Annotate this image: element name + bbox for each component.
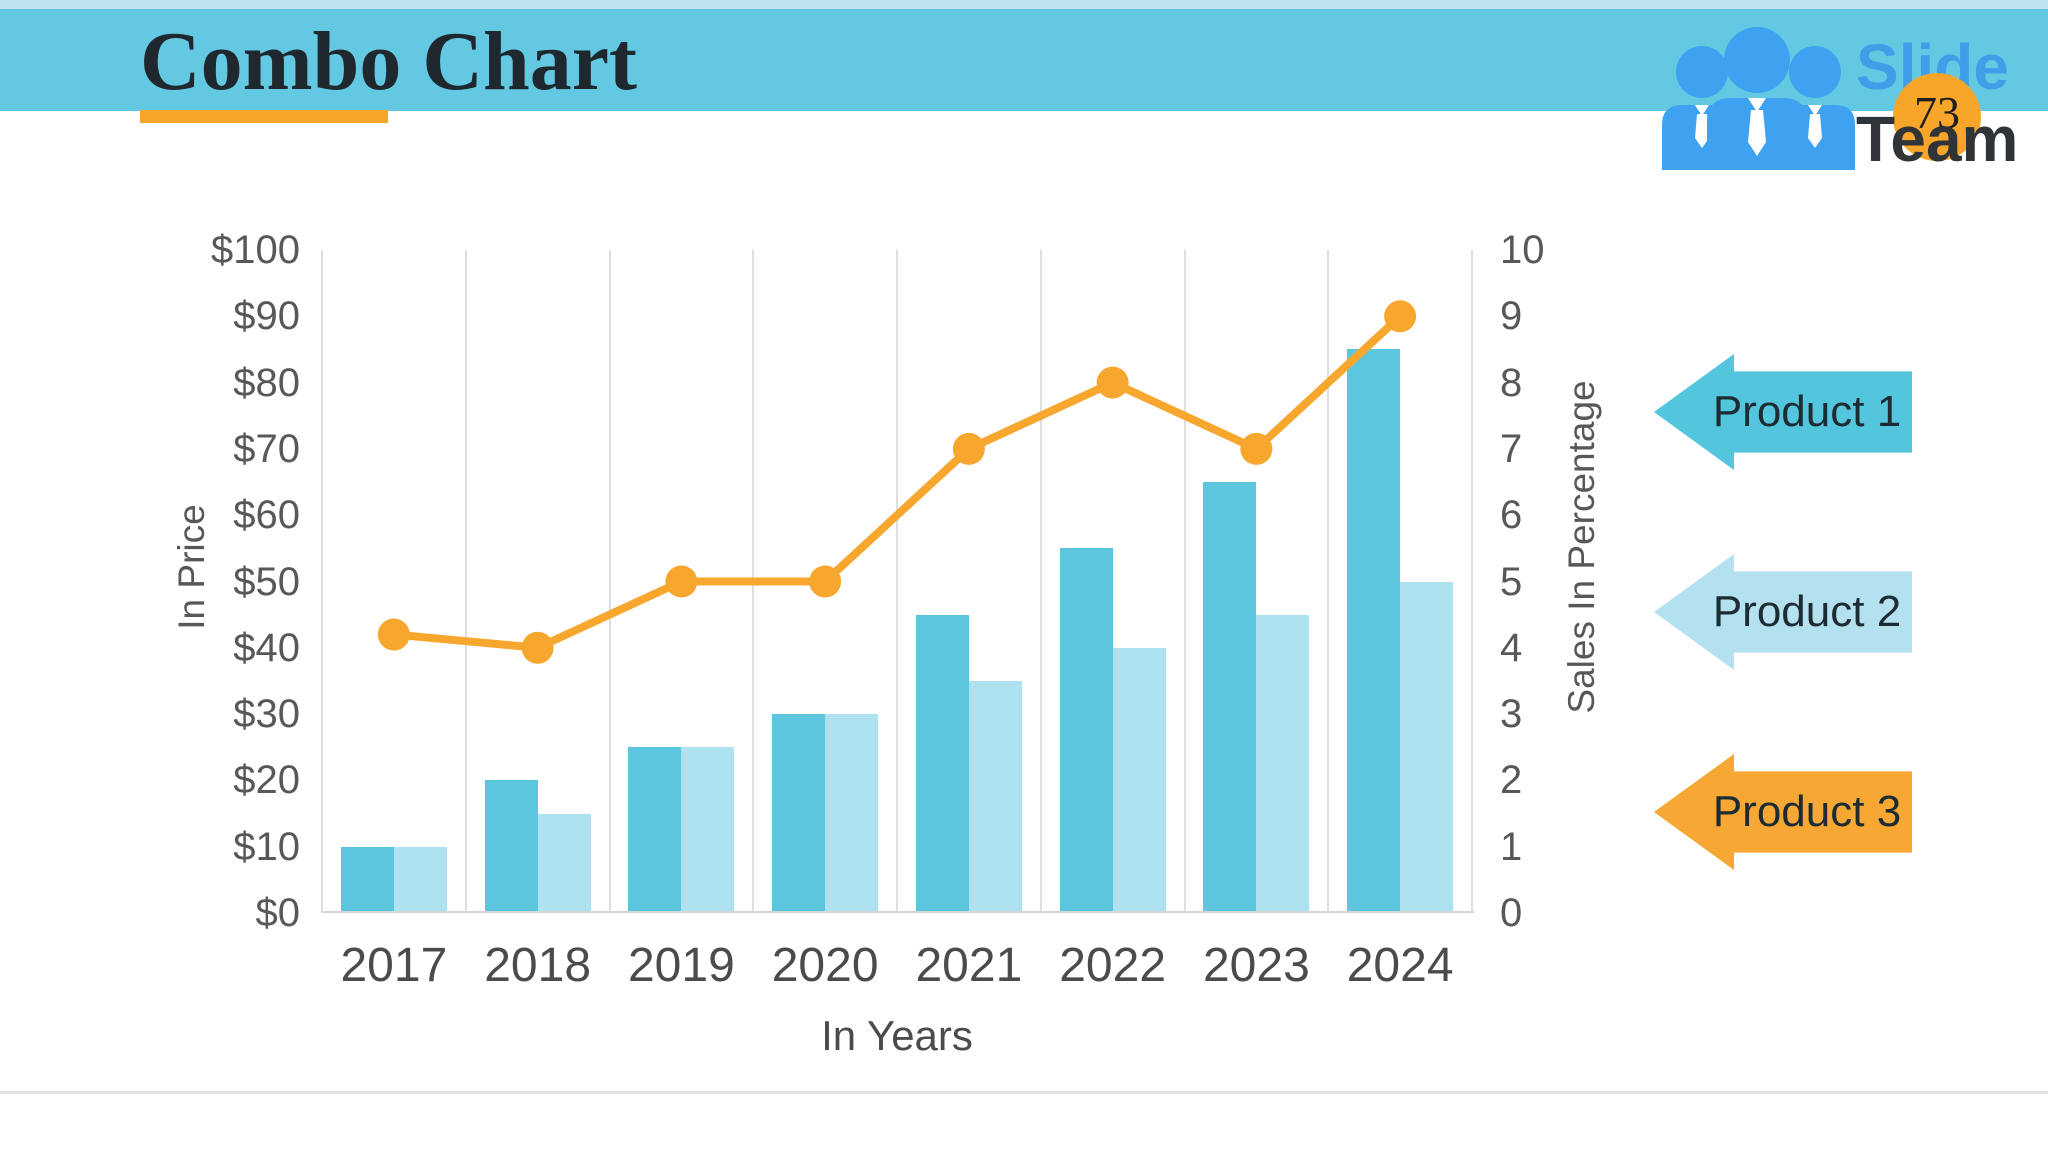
logo-text-team: Team xyxy=(1856,103,2019,175)
left-axis-tick: $70 xyxy=(233,426,300,471)
right-axis-tick: 6 xyxy=(1500,493,1523,538)
line-point xyxy=(665,565,698,598)
gridline xyxy=(1183,250,1186,913)
right-axis-tick: 10 xyxy=(1500,228,1545,272)
bar-product-2 xyxy=(825,714,879,913)
bar-product-2 xyxy=(1400,581,1454,913)
x-axis-line xyxy=(322,911,1474,913)
legend-arrow-product-1: Product 1 xyxy=(1654,354,1912,470)
people-icon xyxy=(1662,27,1855,170)
right-axis-tick: 4 xyxy=(1500,625,1523,670)
left-axis-tick: $30 xyxy=(233,692,300,737)
legend-label: Product 2 xyxy=(1712,587,1902,636)
bar-product-2 xyxy=(1112,647,1166,913)
bottom-divider xyxy=(0,1091,2048,1094)
x-axis-label-2018: 2018 xyxy=(484,939,592,992)
bar-product-2 xyxy=(968,680,1022,913)
legend-label: Product 1 xyxy=(1712,387,1902,436)
gridline xyxy=(1327,250,1330,913)
right-axis-tick: 7 xyxy=(1500,426,1523,471)
bar-product-2 xyxy=(393,846,447,913)
page-number-badge xyxy=(1893,73,1981,161)
line-point xyxy=(377,618,410,651)
left-axis-tick: $40 xyxy=(233,625,300,670)
legend-arrow-product-3: Product 3 xyxy=(1654,754,1912,870)
bar-product-2 xyxy=(681,747,735,913)
bar-product-1 xyxy=(628,747,682,913)
left-axis-tick: $60 xyxy=(233,493,300,538)
bar-product-1 xyxy=(1059,548,1113,913)
line-point xyxy=(1096,366,1129,399)
bar-product-2 xyxy=(1256,614,1310,913)
slideteam-logo: Slide 73 Team xyxy=(1650,20,2040,175)
x-axis-label-2022: 2022 xyxy=(1059,939,1167,992)
gridline xyxy=(1039,250,1042,913)
x-axis-label-2017: 2017 xyxy=(340,939,448,992)
legend-arrow-product-2: Product 2 xyxy=(1654,554,1912,670)
chart-plot-area xyxy=(321,250,1473,913)
gridline xyxy=(1471,250,1473,913)
left-axis-tick: $10 xyxy=(233,824,300,869)
legend-label: Product 3 xyxy=(1712,787,1902,836)
page-title: Combo Chart xyxy=(140,15,637,108)
right-axis-tick: 5 xyxy=(1500,559,1523,604)
line-point xyxy=(521,631,554,664)
bar-product-1 xyxy=(772,714,826,913)
right-axis-tick: 0 xyxy=(1500,891,1523,935)
line-point xyxy=(1384,300,1417,333)
bar-product-1 xyxy=(484,780,538,913)
title-underline xyxy=(140,110,388,123)
left-axis-tick: $80 xyxy=(233,360,300,405)
line-series-product-3 xyxy=(377,300,1417,664)
bar-product-1 xyxy=(340,846,394,913)
line-point xyxy=(952,432,985,465)
bar-product-2 xyxy=(537,813,591,913)
right-axis-title: Sales In Percentage xyxy=(1561,380,1602,714)
x-axis-label-2024: 2024 xyxy=(1346,939,1454,992)
bar-product-1 xyxy=(915,614,969,913)
bar-product-1 xyxy=(1203,482,1257,913)
header-top-strip xyxy=(0,0,2048,9)
line-point xyxy=(1240,432,1273,465)
right-axis-tick: 2 xyxy=(1500,758,1523,803)
x-axis-label-2021: 2021 xyxy=(915,939,1023,992)
left-axis-tick: $90 xyxy=(233,294,300,339)
right-axis-tick: 1 xyxy=(1500,824,1523,869)
x-axis-label-2023: 2023 xyxy=(1202,939,1310,992)
bar-product-1 xyxy=(1347,349,1401,913)
x-axis-title: In Years xyxy=(821,1012,973,1059)
gridline xyxy=(608,250,611,913)
left-axis-tick: $50 xyxy=(233,559,300,604)
gridline xyxy=(321,250,323,913)
right-axis-tick: 3 xyxy=(1500,692,1523,737)
right-axis-tick: 8 xyxy=(1500,360,1523,405)
left-axis-tick: $0 xyxy=(255,891,301,935)
right-axis-tick: 9 xyxy=(1500,294,1523,339)
left-axis-tick: $100 xyxy=(211,228,300,272)
left-axis-tick: $20 xyxy=(233,758,300,803)
gridline xyxy=(896,250,898,913)
page-number: 73 xyxy=(1914,87,1960,138)
x-axis-label-2020: 2020 xyxy=(771,939,879,992)
line-point xyxy=(809,565,842,598)
gridline xyxy=(464,250,467,913)
x-axis-label-2019: 2019 xyxy=(627,939,735,992)
